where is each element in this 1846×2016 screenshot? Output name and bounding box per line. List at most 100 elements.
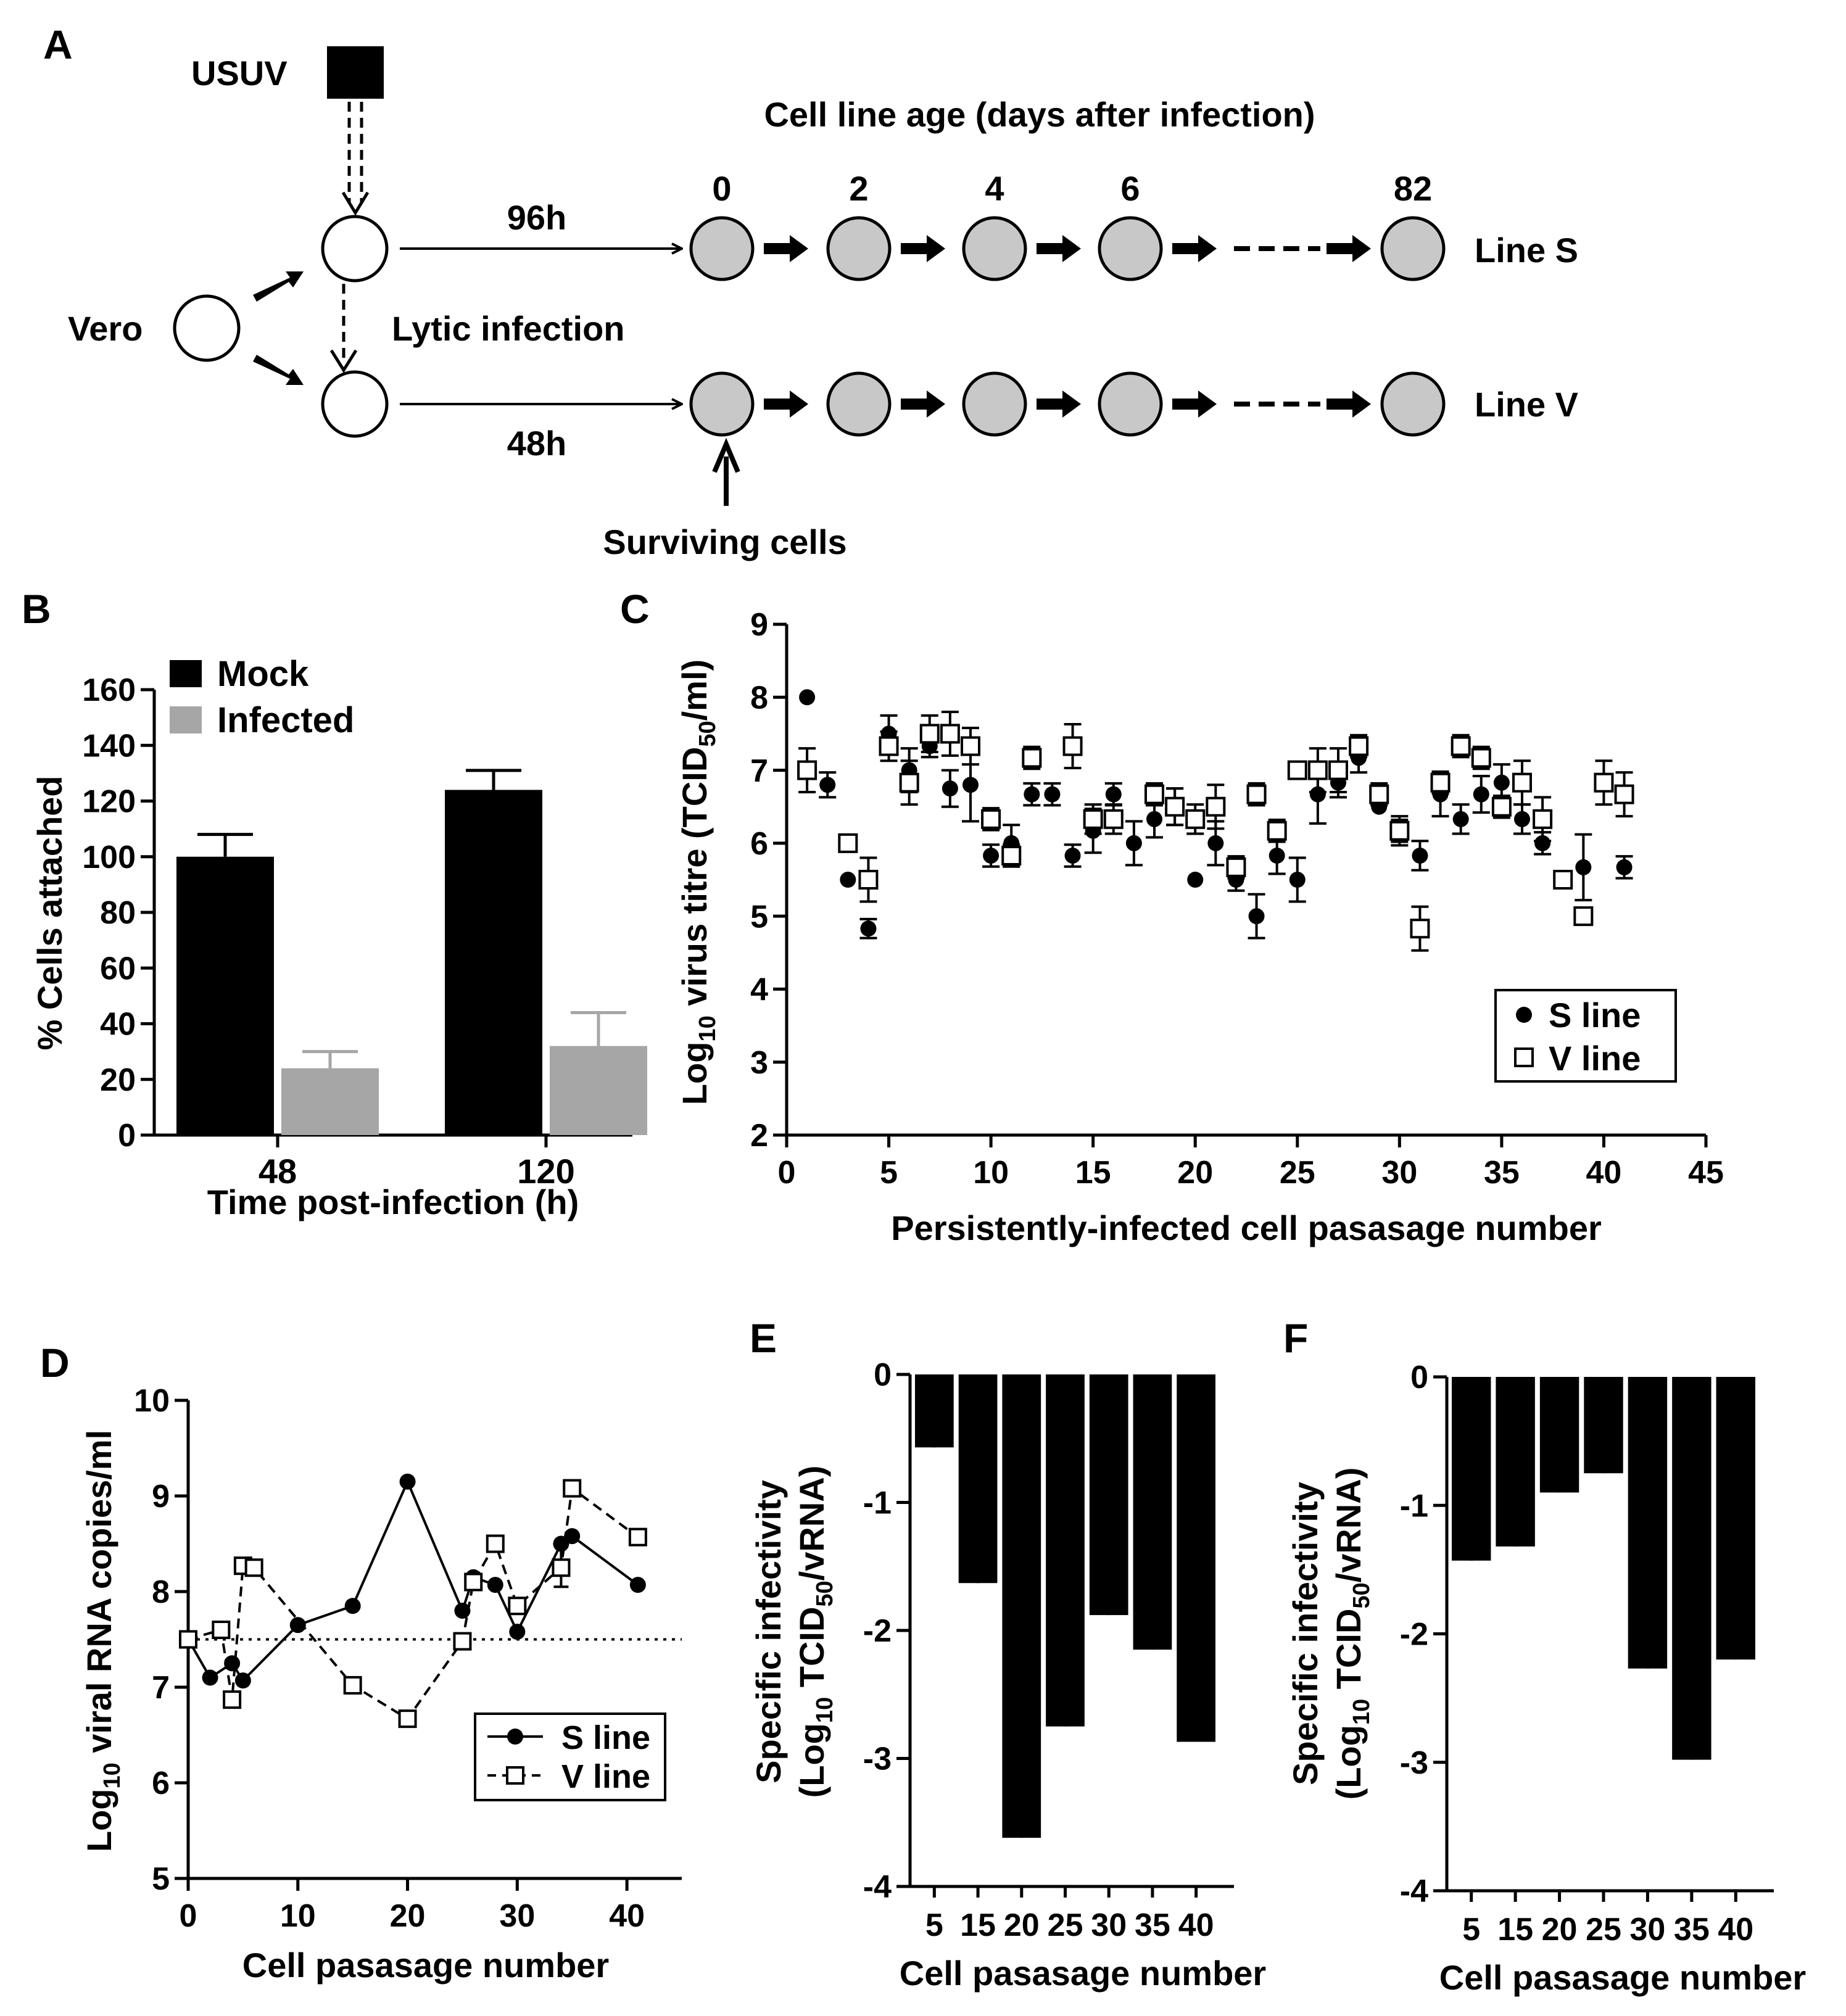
- y-tick-label: 20: [100, 1062, 136, 1098]
- vero-label: Vero: [68, 309, 143, 348]
- v-line-point: [1573, 906, 1594, 927]
- y-axis-label: Log10 viral RNA copies/ml: [80, 1430, 125, 1852]
- legend-box: [474, 1712, 666, 1801]
- v-line-point: [1594, 772, 1614, 793]
- line-v-cell-0: [689, 371, 755, 437]
- v-line-point: [1083, 809, 1103, 829]
- x-tick-label: 10: [973, 1155, 1009, 1191]
- day-label-2: 2: [849, 169, 868, 208]
- v-line-point: [1553, 870, 1573, 890]
- v-line-point: [563, 1479, 582, 1498]
- y-tick-label: 100: [82, 840, 136, 875]
- x-tick-label: 5: [1462, 1912, 1480, 1948]
- x-tick-label: 40: [1718, 1912, 1753, 1948]
- s-line-point: [860, 920, 877, 937]
- significance-mark: ***: [1633, 1626, 1662, 1653]
- y-tick-label: 140: [82, 728, 136, 764]
- x-axis-label: Persistently-infected cell pasasage numb…: [891, 1208, 1602, 1247]
- infected-cell-v: [321, 370, 389, 438]
- line-v-final-arrow: [1327, 390, 1371, 418]
- x-tick-label: 35: [1484, 1155, 1520, 1191]
- legend-swatch-mock: [170, 660, 202, 687]
- s-line-point: [1514, 811, 1530, 827]
- panel-label-b: B: [22, 586, 51, 632]
- significance-mark: ***: [1051, 1671, 1080, 1698]
- line-s-passage-arrow: [901, 235, 945, 262]
- significance-mark: ***: [1095, 1572, 1124, 1599]
- s-line-point: [962, 777, 979, 793]
- s-line-point: [1309, 786, 1326, 803]
- v-line-point: [1389, 820, 1410, 841]
- v-line-point: [464, 1572, 483, 1592]
- v-line-point: [1430, 772, 1451, 793]
- v-line-point: [1185, 809, 1206, 829]
- v-line-point: [1287, 760, 1307, 780]
- v-line-point: [1206, 796, 1226, 817]
- v-line-point: [1307, 760, 1328, 780]
- y-tick-label: 8: [152, 1574, 170, 1610]
- day-label-82: 82: [1394, 169, 1432, 208]
- s-line-point: [799, 689, 816, 706]
- v-line-point: [1144, 784, 1164, 804]
- panel-label-c: C: [620, 586, 650, 632]
- v-line-point: [398, 1709, 417, 1729]
- v-line-point: [1471, 748, 1491, 768]
- s-line-point: [1452, 811, 1469, 827]
- line-v-passage-arrow: [764, 390, 808, 418]
- y-tick-label: 5: [750, 899, 768, 935]
- y-axis-label-line1: Specific infectivity: [1286, 1482, 1325, 1785]
- s-line-point: [487, 1577, 503, 1593]
- x-tick-label: 35: [1135, 1907, 1170, 1943]
- v-line-point: [1410, 919, 1430, 939]
- day-label-6: 6: [1120, 169, 1140, 208]
- bar-infected-48: [281, 1068, 379, 1135]
- infection-arrowhead: [341, 191, 370, 216]
- y-tick-label: 0: [874, 1357, 892, 1393]
- y-tick-label: -1: [863, 1485, 892, 1521]
- bar-passage-35: [1133, 1374, 1172, 1650]
- vero-arrow-up: [253, 271, 304, 302]
- v-line-point: [343, 1675, 362, 1695]
- s-line-point: [1473, 786, 1489, 803]
- s-line-point: [1616, 859, 1633, 875]
- v-line-point: [508, 1597, 527, 1616]
- v-line-point: [858, 870, 879, 890]
- s-line-point: [1534, 835, 1551, 851]
- y-tick-label: 7: [750, 753, 768, 789]
- s-line-point: [1269, 847, 1285, 864]
- s-line-point: [1024, 786, 1040, 803]
- v-line-point: [552, 1558, 571, 1577]
- chart-f: 0 -1 -2 -3 -4 5 15 20 *** 25 *** 30 *** 35 *** 40 Cell p…: [1286, 1360, 1806, 1997]
- line-s-cell-0: [689, 216, 755, 281]
- line-v-cell-2: [826, 371, 892, 437]
- y-tick-label: 0: [118, 1118, 136, 1154]
- infected-cell-s: [321, 215, 389, 283]
- s-line-point: [1146, 811, 1162, 827]
- line-v-cell-82: [1380, 371, 1446, 437]
- s-line-point: [983, 847, 1000, 864]
- surviving-arrowhead: [712, 437, 740, 473]
- significance-mark: ***: [964, 1540, 993, 1567]
- v-line-point: [1451, 736, 1471, 756]
- s-line-point: [819, 777, 836, 793]
- y-tick-label: 80: [100, 895, 136, 931]
- v-line-path: [188, 1485, 639, 1721]
- s-line-point: [629, 1577, 646, 1593]
- y-tick-label: 3: [750, 1045, 768, 1081]
- s-line-point: [1187, 872, 1204, 888]
- y-tick-label: 120: [82, 784, 136, 820]
- y-tick-label: 8: [750, 680, 768, 716]
- s-line-point: [1412, 847, 1428, 864]
- s-line-point: [202, 1669, 218, 1686]
- x-tick-label: 10: [280, 1898, 316, 1934]
- panel-a: A USUV Vero Lytic infection 96h 48h Cell…: [43, 22, 1578, 561]
- legend-label-infected: Infected: [217, 700, 354, 740]
- x-tick-label: 0: [180, 1898, 197, 1934]
- s-line-point: [1125, 835, 1142, 851]
- x-axis-label: Cell pasasage number: [900, 1954, 1266, 1993]
- x-tick-label: 0: [778, 1155, 796, 1191]
- s-line-point: [1044, 786, 1061, 803]
- surviving-cells-label: Surviving cells: [603, 523, 846, 561]
- line-s-cell-82: [1380, 216, 1446, 281]
